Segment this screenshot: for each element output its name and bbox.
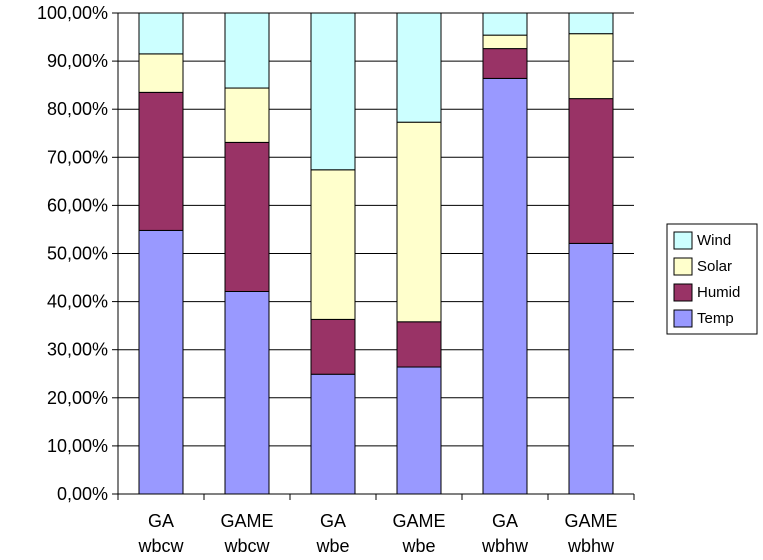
x-tick-label: wbcw [137,536,184,556]
bar-segment-wind [482,12,528,36]
bar-segment-wind [396,12,442,123]
legend-label: Solar [697,258,732,275]
bar-segment-humid [568,98,614,244]
x-tick-label: GA [492,511,518,531]
bar-segment-temp [568,242,614,495]
bars [138,12,614,495]
bar-segment-solar [224,87,270,143]
bar-segment-solar [568,33,614,100]
x-tick-labels: GA wbcw GAME wbcw GA wbe GAME wbe GA wbhw GAME wbhw [137,511,617,556]
x-tick-label: wbe [315,536,349,556]
x-tick-label: GAME [564,511,617,531]
legend-swatch-temp [673,309,693,328]
y-tick-label: 40,00% [47,292,108,312]
grid-lines [118,12,634,495]
bar-segment-solar [138,53,184,93]
legend-swatch-solar [673,257,693,276]
bar-segment-temp [482,77,528,495]
bar-segment-solar [310,169,356,320]
bar-segment-temp [310,373,356,495]
x-tick-label: wbhw [567,536,615,556]
bar-segment-solar [482,34,528,50]
y-tick-label: 20,00% [47,388,108,408]
legend-swatch-wind [673,231,693,250]
x-tick-label: wbcw [223,536,270,556]
legend: Wind Solar Humid Temp [666,223,758,335]
x-tick-label: GA [148,511,174,531]
bar-segment-humid [310,318,356,375]
bar-segment-wind [138,12,184,55]
x-tick-label: GA [320,511,346,531]
y-tick-label: 10,00% [47,436,108,456]
y-tick-label: 60,00% [47,195,108,215]
legend-swatch-humid [673,283,693,302]
bar-segment-wind [568,12,614,35]
bar-segment-solar [396,121,442,323]
x-tick-label: wbhw [481,536,529,556]
y-tick-label: 50,00% [47,244,108,264]
bar-segment-humid [224,141,270,292]
y-tick-label: 100,00% [37,3,108,23]
legend-label: Humid [697,284,740,301]
x-tick-label: GAME [220,511,273,531]
y-tick-labels: 0,00% 10,00% 20,00% 30,00% 40,00% 50,00% 60,00… [37,3,108,504]
y-tick-label: 70,00% [47,147,108,167]
y-tick-label: 0,00% [57,484,108,504]
bar-segment-temp [224,290,270,495]
bar-segment-wind [310,12,356,171]
bar-segment-wind [224,12,270,89]
bar-segment-temp [396,366,442,495]
y-tick-label: 80,00% [47,99,108,119]
legend-label: Wind [697,232,731,249]
x-tick-label: GAME [392,511,445,531]
bar-segment-humid [396,321,442,368]
y-tick-label: 30,00% [47,340,108,360]
bar-segment-humid [482,48,528,79]
legend-label: Temp [697,310,734,327]
bar-segment-temp [138,229,184,495]
y-tick-label: 90,00% [47,51,108,71]
x-tick-label: wbe [401,536,435,556]
axes [112,12,635,500]
bar-segment-humid [138,91,184,231]
